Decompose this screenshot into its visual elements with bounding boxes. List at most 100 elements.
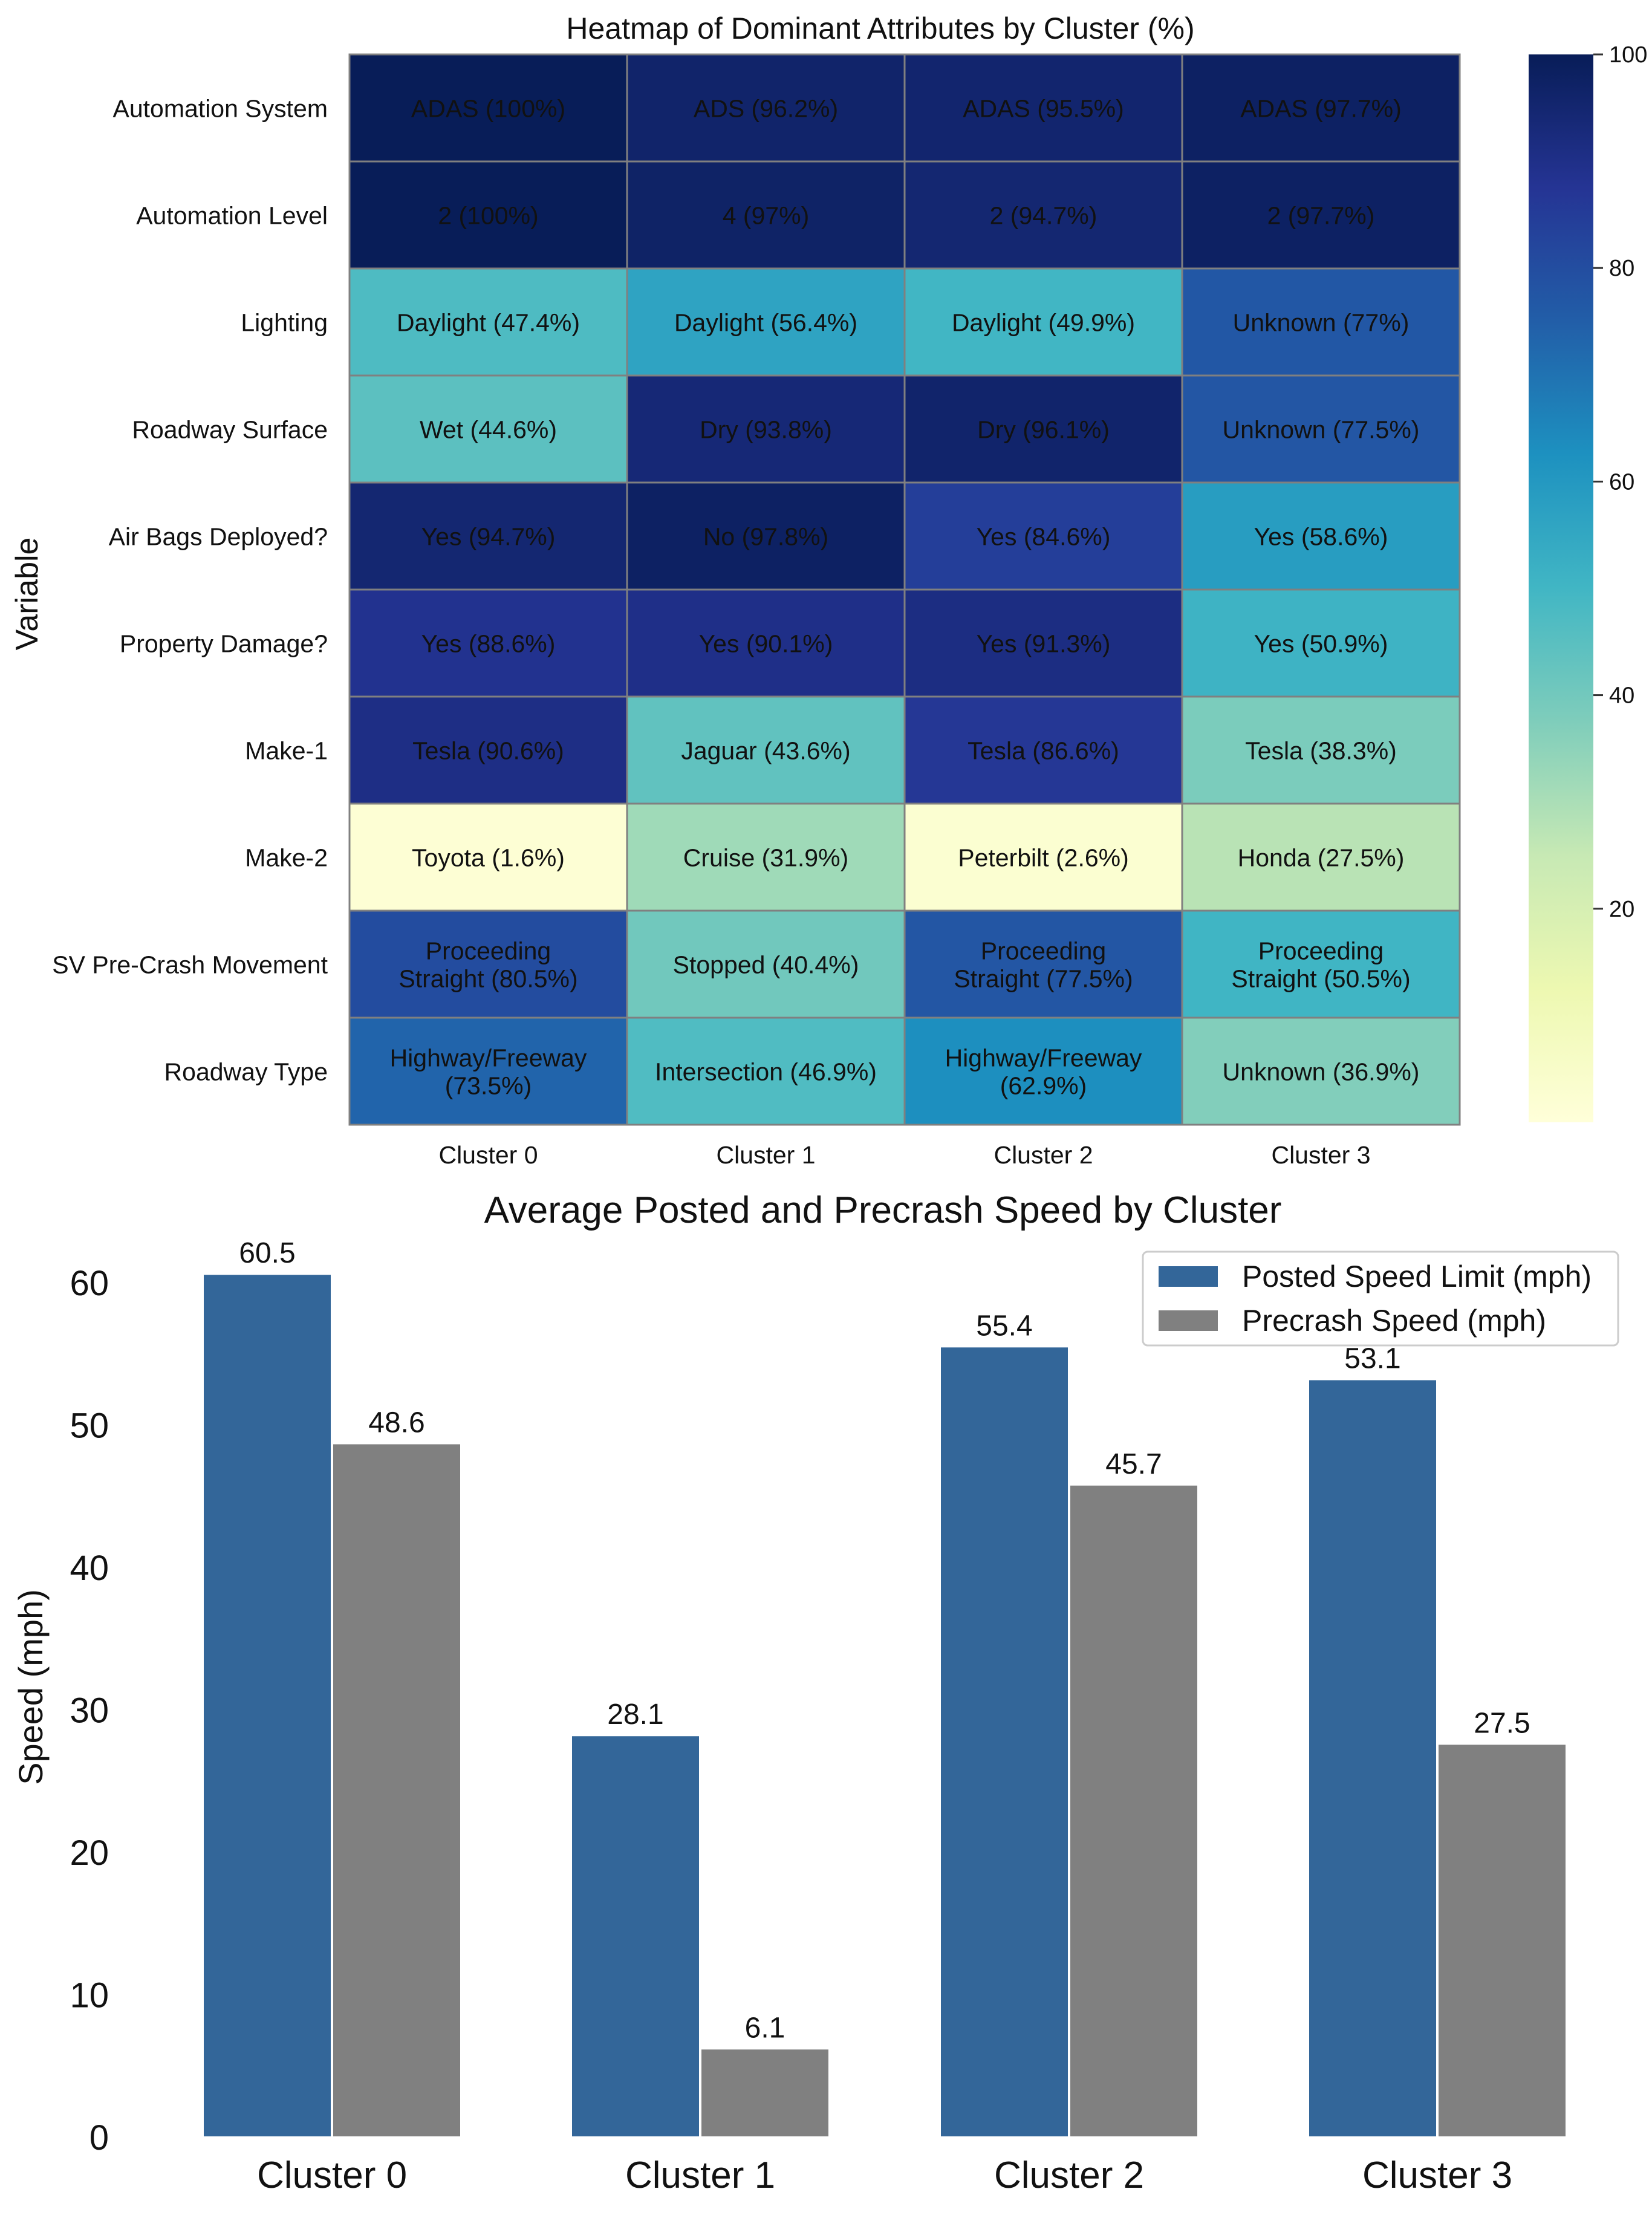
legend-swatch-precrash bbox=[1159, 1310, 1218, 1331]
heatmap-cell bbox=[1181, 1016, 1461, 1126]
heatmap-cell-label: 2 (100%) bbox=[438, 202, 538, 230]
bar-y-tick-label: 60 bbox=[70, 1264, 109, 1303]
heatmap-cell-label: Yes (90.1%) bbox=[699, 630, 833, 658]
heatmap-cell-label: Intersection (46.9%) bbox=[655, 1058, 877, 1086]
heatmap-cell-label: Yes (50.9%) bbox=[1254, 630, 1388, 658]
colorbar-tick-label: 80 bbox=[1609, 256, 1634, 281]
heatmap-cell bbox=[348, 160, 628, 270]
heatmap-cell bbox=[903, 909, 1183, 1019]
bar-precrash bbox=[1070, 1485, 1197, 2136]
heatmap-cell-label: Unknown (77.5%) bbox=[1223, 416, 1420, 444]
bar-posted bbox=[1309, 1380, 1436, 2136]
bar-value-label: 27.5 bbox=[1474, 1707, 1530, 1739]
heatmap-row-label: Automation System bbox=[113, 95, 328, 123]
colorbar-tick-label: 20 bbox=[1609, 897, 1634, 922]
heatmap-cell-label: Straight (50.5%) bbox=[1231, 965, 1410, 993]
bar-value-label: 48.6 bbox=[368, 1407, 424, 1439]
bar-posted bbox=[941, 1347, 1068, 2136]
bar-value-label: 28.1 bbox=[607, 1699, 663, 1731]
heatmap-row-label: Lighting bbox=[241, 309, 328, 337]
bar-posted bbox=[572, 1736, 699, 2136]
bar-y-tick-label: 30 bbox=[70, 1691, 109, 1731]
heatmap-cell bbox=[626, 1016, 906, 1126]
heatmap-column-label: Cluster 3 bbox=[1271, 1141, 1370, 1169]
heatmap-cell-label: Tesla (86.6%) bbox=[967, 737, 1119, 765]
heatmap-cell-label: Toyota (1.6%) bbox=[412, 844, 565, 872]
heatmap-cell-label: ADS (96.2%) bbox=[694, 95, 838, 123]
heatmap-cell-label: Yes (84.6%) bbox=[977, 523, 1111, 551]
heatmap-cell-label: Straight (80.5%) bbox=[398, 965, 577, 993]
bar-y-tick-label: 40 bbox=[70, 1549, 109, 1588]
heatmap-cell bbox=[903, 481, 1183, 591]
bar-y-tick-label: 20 bbox=[70, 1833, 109, 1873]
heatmap-cell bbox=[348, 802, 628, 912]
heatmap-cell-label: Yes (91.3%) bbox=[977, 630, 1111, 658]
heatmap-cell bbox=[348, 695, 628, 805]
heatmap-cell-label: 2 (94.7%) bbox=[990, 202, 1098, 230]
colorbar-tick-label: 40 bbox=[1609, 683, 1634, 709]
bar-x-tick-label: Cluster 3 bbox=[1362, 2155, 1512, 2196]
heatmap-row-label: Roadway Surface bbox=[132, 416, 328, 444]
heatmap-cell-label: 2 (97.7%) bbox=[1267, 202, 1375, 230]
bar-chart: Average Posted and Precrash Speed by Clu… bbox=[11, 1189, 1619, 2196]
heatmap-cell bbox=[1181, 267, 1461, 377]
bar-value-label: 45.7 bbox=[1105, 1448, 1162, 1480]
heatmap-cell bbox=[903, 588, 1183, 698]
bar-precrash bbox=[333, 1444, 460, 2136]
colorbar bbox=[1529, 54, 1593, 1122]
heatmap-cell-label: ADAS (97.7%) bbox=[1240, 95, 1402, 123]
heatmap-cell bbox=[626, 53, 906, 163]
heatmap-cell-label: ADAS (100%) bbox=[411, 95, 565, 123]
legend-label-posted: Posted Speed Limit (mph) bbox=[1242, 1260, 1592, 1293]
heatmap-cell bbox=[1181, 588, 1461, 698]
heatmap-cell bbox=[903, 802, 1183, 912]
heatmap-cell-label: Daylight (56.4%) bbox=[674, 309, 857, 337]
heatmap-cell-label: Cruise (31.9%) bbox=[683, 844, 848, 872]
heatmap-cell bbox=[626, 374, 906, 484]
colorbar-tick-label: 100 bbox=[1609, 42, 1647, 68]
heatmap-cell-label: Yes (58.6%) bbox=[1254, 523, 1388, 551]
bar-x-tick-label: Cluster 2 bbox=[994, 2155, 1144, 2196]
heatmap-cell bbox=[1181, 160, 1461, 270]
bar-value-label: 53.1 bbox=[1344, 1342, 1400, 1374]
heatmap-cell-label: Unknown (36.9%) bbox=[1223, 1058, 1420, 1086]
heatmap-row-label: Air Bags Deployed? bbox=[109, 523, 328, 551]
heatmap-y-axis-label: Variable bbox=[10, 538, 45, 651]
bar-precrash bbox=[701, 2049, 828, 2136]
heatmap-chart: Heatmap of Dominant Attributes by Cluste… bbox=[10, 11, 1647, 1169]
heatmap-cell bbox=[903, 1016, 1183, 1126]
legend-label-precrash: Precrash Speed (mph) bbox=[1242, 1304, 1546, 1338]
heatmap-cell bbox=[348, 1016, 628, 1126]
heatmap-cell bbox=[1181, 481, 1461, 591]
heatmap-cell-label: Peterbilt (2.6%) bbox=[958, 844, 1129, 872]
heatmap-cell bbox=[1181, 909, 1461, 1019]
bar-y-tick-label: 0 bbox=[89, 2118, 109, 2158]
heatmap-cell-label: No (97.8%) bbox=[703, 523, 828, 551]
heatmap-column-label: Cluster 1 bbox=[716, 1141, 815, 1169]
colorbar-tick-label: 60 bbox=[1609, 469, 1634, 495]
heatmap-cell-label: Tesla (38.3%) bbox=[1245, 737, 1397, 765]
bar-value-label: 55.4 bbox=[976, 1310, 1032, 1342]
heatmap-cell-label: Proceeding bbox=[1258, 937, 1384, 965]
heatmap-cell bbox=[348, 481, 628, 591]
heatmap-cell-label: Dry (93.8%) bbox=[700, 416, 832, 444]
legend-swatch-posted bbox=[1159, 1266, 1218, 1287]
heatmap-cell-label: Unknown (77%) bbox=[1233, 309, 1410, 337]
heatmap-cell bbox=[903, 53, 1183, 163]
heatmap-cell bbox=[626, 160, 906, 270]
heatmap-cell-label: (62.9%) bbox=[1000, 1072, 1087, 1100]
bar-y-tick-label: 50 bbox=[70, 1407, 109, 1446]
heatmap-cell-label: Tesla (90.6%) bbox=[412, 737, 564, 765]
bar-posted bbox=[204, 1275, 331, 2136]
heatmap-cell-label: Dry (96.1%) bbox=[977, 416, 1110, 444]
heatmap-column-label: Cluster 2 bbox=[993, 1141, 1093, 1169]
heatmap-cell-label: Wet (44.6%) bbox=[420, 416, 557, 444]
heatmap-cell bbox=[1181, 53, 1461, 163]
bar-chart-title: Average Posted and Precrash Speed by Clu… bbox=[484, 1189, 1282, 1231]
legend-frame bbox=[1142, 1250, 1619, 1347]
heatmap-cell bbox=[626, 481, 906, 591]
heatmap-cell-label: Daylight (49.9%) bbox=[952, 309, 1135, 337]
legend: Posted Speed Limit (mph) Precrash Speed … bbox=[1142, 1250, 1619, 1347]
heatmap-cell-label: Proceeding bbox=[981, 937, 1106, 965]
